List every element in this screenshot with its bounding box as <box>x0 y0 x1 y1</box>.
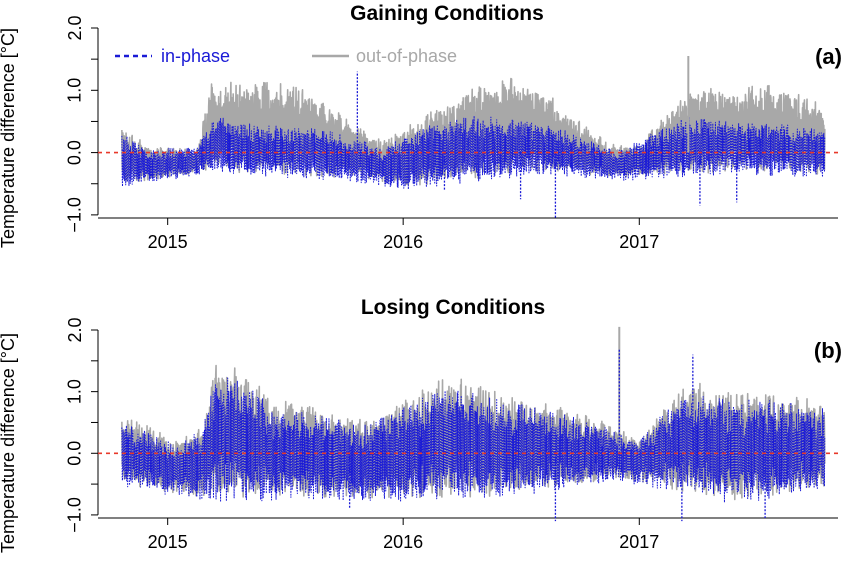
y-tick-label: 1.0 <box>65 78 85 103</box>
legend: in-phase out-of-phase <box>115 46 457 66</box>
panel-a: Gaining Conditions Temperature differenc… <box>0 2 842 252</box>
y-axis-label: Temperature difference [°C] <box>0 333 18 553</box>
panel-b: Losing Conditions Temperature difference… <box>0 296 842 553</box>
legend-label-out-of-phase: out-of-phase <box>356 46 457 66</box>
y-tick-label: −1.0 <box>65 197 85 233</box>
panel-title: Losing Conditions <box>361 296 545 319</box>
y-tick-label: 2.0 <box>65 15 85 40</box>
series-line-in-phase <box>121 115 826 190</box>
plot-area: −1.0 0.0 1.0 2.0 2015 2016 2017 <box>65 317 838 552</box>
y-tick-label: 0.0 <box>65 140 85 165</box>
x-tick-label: 2017 <box>619 232 659 252</box>
x-tick-label: 2016 <box>383 532 423 552</box>
plot-area: −1.0 0.0 1.0 2.0 2015 2016 2017 <box>65 15 838 252</box>
y-tick-label: −1.0 <box>65 497 85 533</box>
x-tick-label: 2016 <box>383 232 423 252</box>
y-tick-label: 2.0 <box>65 317 85 342</box>
panel-tag: (a) <box>815 44 842 69</box>
x-tick-label: 2015 <box>148 232 188 252</box>
y-tick-label: 1.0 <box>65 379 85 404</box>
y-axis-label: Temperature difference [°C] <box>0 28 18 248</box>
panel-tag: (b) <box>814 338 842 363</box>
y-tick-label: 0.0 <box>65 441 85 466</box>
panel-title: Gaining Conditions <box>350 2 544 25</box>
series-line-in-phase <box>121 377 826 503</box>
x-tick-label: 2017 <box>619 532 659 552</box>
legend-label-in-phase: in-phase <box>161 46 230 66</box>
x-tick-label: 2015 <box>148 532 188 552</box>
